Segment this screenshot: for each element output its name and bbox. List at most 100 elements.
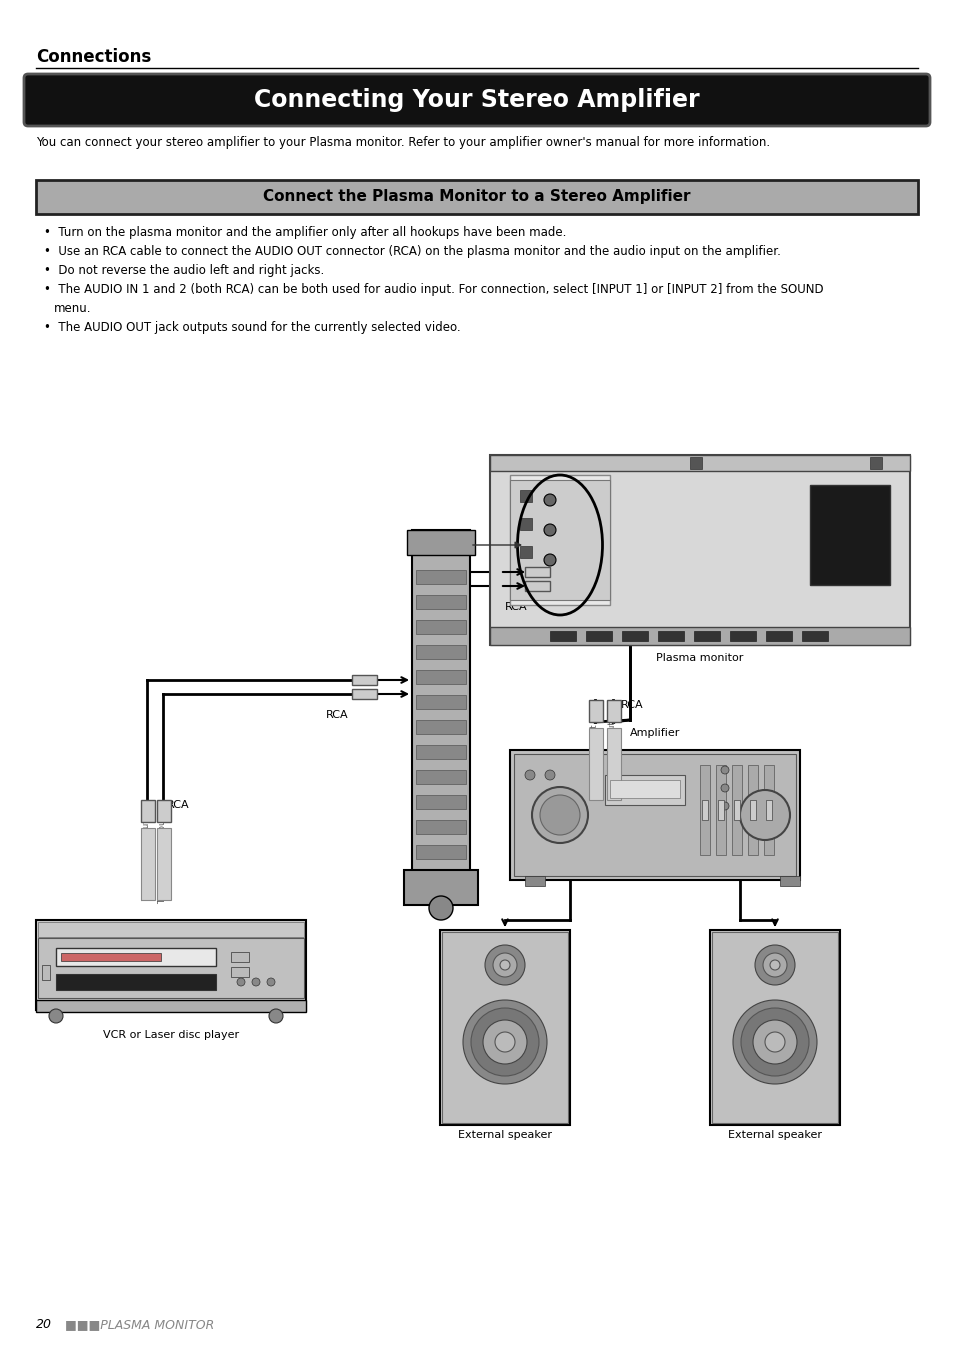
Text: •  The AUDIO IN 1 and 2 (both RCA) can be both used for audio input. For connect: • The AUDIO IN 1 and 2 (both RCA) can be… bbox=[44, 282, 822, 296]
Circle shape bbox=[236, 978, 245, 986]
Bar bbox=[157, 800, 171, 821]
Bar bbox=[718, 800, 723, 820]
Bar bbox=[36, 920, 306, 1011]
Circle shape bbox=[462, 1000, 546, 1084]
Bar bbox=[519, 490, 532, 503]
Text: 8888: 8888 bbox=[124, 977, 148, 988]
Bar bbox=[519, 517, 532, 530]
Bar bbox=[416, 844, 465, 859]
Bar bbox=[416, 720, 465, 734]
Circle shape bbox=[539, 794, 579, 835]
Bar bbox=[733, 800, 740, 820]
Text: To audio left input: To audio left input bbox=[590, 724, 598, 800]
Circle shape bbox=[740, 1008, 808, 1075]
Circle shape bbox=[471, 1008, 538, 1075]
Bar bbox=[514, 754, 795, 875]
Bar bbox=[606, 728, 620, 800]
Circle shape bbox=[532, 788, 587, 843]
Text: Connecting Your Stereo Amplifier: Connecting Your Stereo Amplifier bbox=[253, 88, 700, 112]
Text: External speaker: External speaker bbox=[727, 1129, 821, 1140]
Circle shape bbox=[543, 494, 556, 507]
Circle shape bbox=[482, 1020, 526, 1065]
Circle shape bbox=[769, 961, 780, 970]
Bar bbox=[416, 744, 465, 759]
Bar bbox=[416, 644, 465, 659]
Bar bbox=[441, 932, 567, 1123]
Text: Amplifier: Amplifier bbox=[629, 728, 679, 738]
Text: Plasma monitor: Plasma monitor bbox=[656, 653, 743, 663]
Bar bbox=[416, 670, 465, 684]
Circle shape bbox=[720, 784, 728, 792]
Bar bbox=[519, 546, 532, 558]
Bar bbox=[716, 765, 725, 855]
Bar bbox=[141, 828, 154, 900]
Bar bbox=[510, 750, 800, 880]
Text: RCA: RCA bbox=[325, 711, 348, 720]
Bar bbox=[412, 530, 470, 900]
Bar bbox=[38, 938, 304, 998]
Bar bbox=[42, 965, 50, 979]
Circle shape bbox=[495, 1032, 515, 1052]
Bar bbox=[416, 594, 465, 609]
Bar bbox=[231, 967, 249, 977]
FancyBboxPatch shape bbox=[24, 74, 929, 126]
Bar bbox=[711, 932, 837, 1123]
Text: RCA: RCA bbox=[167, 800, 190, 811]
Bar bbox=[231, 952, 249, 962]
Circle shape bbox=[754, 944, 794, 985]
Bar bbox=[510, 476, 609, 605]
Text: RCA: RCA bbox=[504, 603, 527, 612]
Bar bbox=[490, 455, 909, 644]
Bar bbox=[61, 952, 161, 961]
Text: To audio right output: To audio right output bbox=[158, 816, 168, 904]
Circle shape bbox=[762, 952, 786, 977]
Circle shape bbox=[543, 524, 556, 536]
Text: •  Use an RCA cable to connect the AUDIO OUT connector (RCA) on the plasma monit: • Use an RCA cable to connect the AUDIO … bbox=[44, 245, 781, 258]
Circle shape bbox=[720, 802, 728, 811]
Bar bbox=[709, 929, 840, 1125]
Bar bbox=[780, 875, 800, 886]
Bar bbox=[765, 800, 771, 820]
Bar bbox=[416, 620, 465, 634]
Circle shape bbox=[267, 978, 274, 986]
Circle shape bbox=[752, 1020, 796, 1065]
Bar bbox=[729, 631, 755, 640]
Text: To audio right input: To audio right input bbox=[608, 721, 617, 802]
Circle shape bbox=[543, 554, 556, 566]
Bar bbox=[749, 800, 755, 820]
Bar bbox=[416, 694, 465, 709]
Bar bbox=[747, 765, 758, 855]
Bar bbox=[524, 567, 550, 577]
Bar bbox=[658, 631, 683, 640]
Circle shape bbox=[49, 1009, 63, 1023]
Bar bbox=[809, 485, 889, 585]
Bar bbox=[439, 929, 569, 1125]
Text: Connect the Plasma Monitor to a Stereo Amplifier: Connect the Plasma Monitor to a Stereo A… bbox=[263, 189, 690, 204]
Text: ■■■PLASMA MONITOR: ■■■PLASMA MONITOR bbox=[65, 1319, 214, 1331]
Text: 20: 20 bbox=[36, 1319, 52, 1331]
Circle shape bbox=[720, 766, 728, 774]
Text: •  The AUDIO OUT jack outputs sound for the currently selected video.: • The AUDIO OUT jack outputs sound for t… bbox=[44, 322, 460, 334]
Text: VCR or Laser disc player: VCR or Laser disc player bbox=[103, 1029, 239, 1040]
Bar bbox=[801, 631, 827, 640]
Bar bbox=[403, 870, 477, 905]
Bar bbox=[689, 457, 701, 469]
Text: •  Turn on the plasma monitor and the amplifier only after all hookups have been: • Turn on the plasma monitor and the amp… bbox=[44, 226, 566, 239]
Circle shape bbox=[764, 1032, 784, 1052]
Text: To audio left output: To audio left output bbox=[142, 819, 152, 901]
Bar bbox=[416, 820, 465, 834]
Bar bbox=[693, 631, 720, 640]
Bar bbox=[157, 828, 171, 900]
Bar bbox=[416, 770, 465, 784]
Bar bbox=[621, 631, 647, 640]
Bar bbox=[763, 765, 773, 855]
Bar bbox=[588, 700, 602, 721]
Circle shape bbox=[429, 896, 453, 920]
Bar bbox=[407, 530, 475, 555]
Circle shape bbox=[732, 1000, 816, 1084]
Bar bbox=[38, 921, 304, 938]
Circle shape bbox=[484, 944, 524, 985]
Bar bbox=[550, 631, 576, 640]
Bar bbox=[869, 457, 882, 469]
Text: External speaker: External speaker bbox=[457, 1129, 552, 1140]
